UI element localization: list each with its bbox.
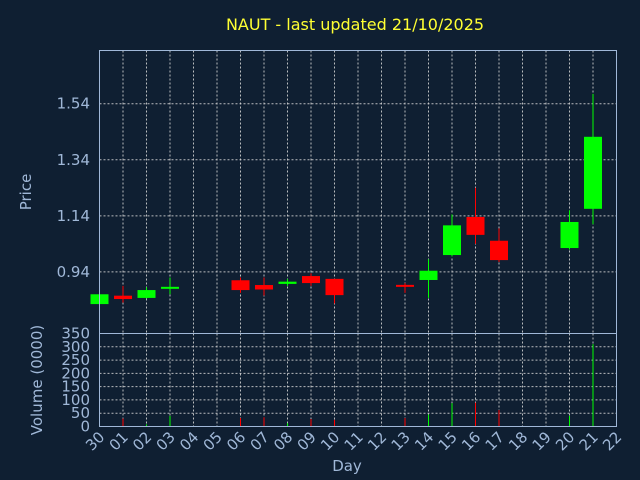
x-tick-label: 20 [552, 428, 578, 454]
candle-body [255, 285, 273, 290]
price-tick-label: 1.54 [57, 95, 90, 113]
price-tick-label: 1.34 [57, 151, 90, 169]
x-tick-label: 21 [576, 428, 602, 454]
x-tick-label: 03 [153, 428, 179, 454]
volume-tick-label: 250 [61, 351, 90, 369]
x-tick-label: 07 [247, 428, 273, 454]
x-tick-label: 09 [294, 428, 320, 454]
x-tick-label: 13 [388, 428, 414, 454]
x-tick-label: 08 [270, 428, 296, 454]
x-tick-label: 01 [106, 428, 132, 454]
x-tick-label: 05 [200, 428, 226, 454]
volume-panel-frame [99, 333, 617, 427]
candle-body [443, 225, 461, 256]
chart-title: NAUT - last updated 21/10/2025 [226, 15, 484, 34]
volume-tick-label: 0 [80, 418, 90, 436]
price-tick-label: 0.94 [57, 263, 90, 281]
price-axis-label: Price [17, 174, 35, 211]
x-tick-label: 12 [364, 428, 390, 454]
candle-body [419, 270, 438, 280]
volume-tick-label: 350 [61, 325, 90, 343]
candle-body [560, 221, 579, 249]
candle-body [490, 240, 508, 261]
candle-body [325, 278, 344, 296]
x-tick-label: 02 [129, 428, 155, 454]
volume-tick-label: 300 [61, 338, 90, 356]
x-axis-label: Day [332, 457, 362, 475]
x-tick-label: 18 [505, 428, 531, 454]
volume-tick-label: 150 [61, 378, 90, 396]
x-tick-label: 15 [435, 428, 461, 454]
candle-body [302, 276, 320, 284]
candle-body [114, 295, 132, 300]
candle-body [396, 284, 414, 287]
x-tick-label: 16 [458, 428, 484, 454]
x-tick-label: 06 [223, 428, 249, 454]
x-tick-label: 19 [529, 428, 555, 454]
x-tick-label: 10 [317, 428, 343, 454]
x-tick-label: 17 [482, 428, 508, 454]
x-tick-label: 22 [599, 428, 625, 454]
volume-tick-label: 100 [61, 391, 90, 409]
volume-tick-label: 200 [61, 364, 90, 382]
candle-body [137, 290, 156, 298]
volume-axis-label: Volume (0000) [28, 325, 46, 435]
candle-body [278, 281, 297, 284]
x-tick-label: 04 [176, 428, 202, 454]
x-tick-label: 11 [341, 428, 367, 454]
candle-body [466, 216, 485, 235]
volume-tick-label: 50 [71, 404, 90, 422]
x-tick-label: 14 [411, 428, 437, 454]
price-tick-label: 1.14 [57, 207, 90, 225]
candle-body [161, 286, 179, 289]
candle-body [231, 280, 250, 291]
candle-body [584, 136, 602, 209]
